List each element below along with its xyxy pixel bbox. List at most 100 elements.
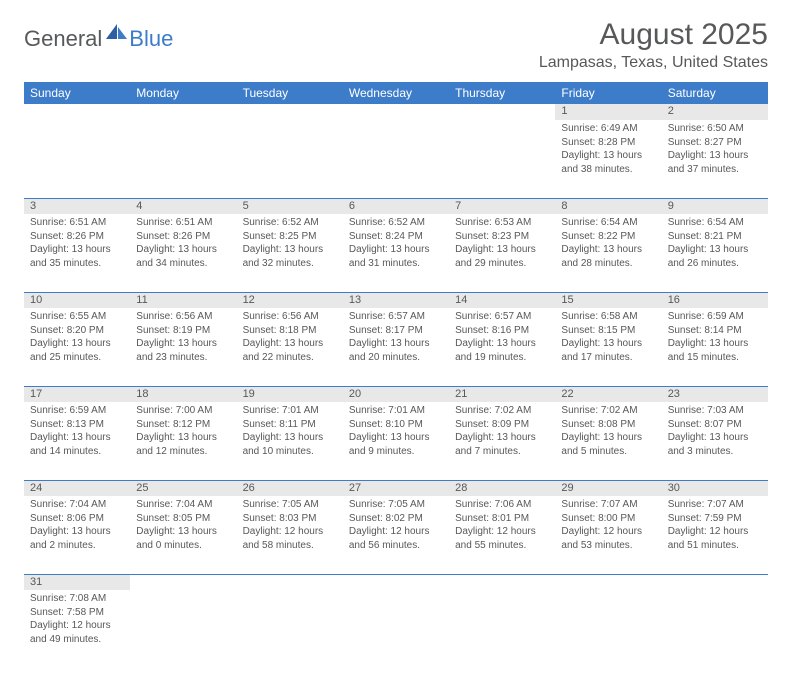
sunrise-text: Sunrise: 7:07 AM [668, 498, 762, 512]
logo-text-general: General [24, 26, 102, 52]
daylight-text: Daylight: 13 hours [561, 149, 655, 163]
day-number-cell: 24 [24, 480, 130, 496]
sunrise-text: Sunrise: 7:04 AM [136, 498, 230, 512]
sunset-text: Sunset: 8:14 PM [668, 324, 762, 338]
day-header: Friday [555, 82, 661, 104]
sunrise-text: Sunrise: 7:00 AM [136, 404, 230, 418]
day-cell [130, 120, 236, 198]
sunset-text: Sunset: 8:22 PM [561, 230, 655, 244]
daynum-row: 17181920212223 [24, 386, 768, 402]
content-row: Sunrise: 7:04 AMSunset: 8:06 PMDaylight:… [24, 496, 768, 574]
day-cell: Sunrise: 7:02 AMSunset: 8:09 PMDaylight:… [449, 402, 555, 480]
daylight-text: and 35 minutes. [30, 257, 124, 271]
sunrise-text: Sunrise: 6:55 AM [30, 310, 124, 324]
daylight-text: and 12 minutes. [136, 445, 230, 459]
daylight-text: and 37 minutes. [668, 163, 762, 177]
daylight-text: Daylight: 13 hours [136, 337, 230, 351]
sunset-text: Sunset: 8:07 PM [668, 418, 762, 432]
day-header-row: SundayMondayTuesdayWednesdayThursdayFrid… [24, 82, 768, 104]
sunset-text: Sunset: 8:24 PM [349, 230, 443, 244]
daylight-text: and 38 minutes. [561, 163, 655, 177]
day-number-cell: 12 [237, 292, 343, 308]
day-cell: Sunrise: 7:08 AMSunset: 7:58 PMDaylight:… [24, 590, 130, 668]
day-cell: Sunrise: 7:02 AMSunset: 8:08 PMDaylight:… [555, 402, 661, 480]
daylight-text: and 58 minutes. [243, 539, 337, 553]
daylight-text: and 29 minutes. [455, 257, 549, 271]
sunrise-text: Sunrise: 7:08 AM [30, 592, 124, 606]
sunset-text: Sunset: 7:59 PM [668, 512, 762, 526]
day-number-cell: 30 [662, 480, 768, 496]
sunset-text: Sunset: 8:11 PM [243, 418, 337, 432]
sunrise-text: Sunrise: 7:06 AM [455, 498, 549, 512]
sunrise-text: Sunrise: 7:03 AM [668, 404, 762, 418]
sunrise-text: Sunrise: 6:57 AM [349, 310, 443, 324]
sunrise-text: Sunrise: 6:53 AM [455, 216, 549, 230]
title-block: August 2025 Lampasas, Texas, United Stat… [539, 18, 768, 72]
day-cell: Sunrise: 7:04 AMSunset: 8:06 PMDaylight:… [24, 496, 130, 574]
daylight-text: Daylight: 13 hours [668, 149, 762, 163]
daylight-text: Daylight: 13 hours [455, 431, 549, 445]
daylight-text: Daylight: 12 hours [30, 619, 124, 633]
sunrise-text: Sunrise: 6:56 AM [243, 310, 337, 324]
daynum-row: 10111213141516 [24, 292, 768, 308]
day-number-cell: 25 [130, 480, 236, 496]
content-row: Sunrise: 6:59 AMSunset: 8:13 PMDaylight:… [24, 402, 768, 480]
content-row: Sunrise: 6:55 AMSunset: 8:20 PMDaylight:… [24, 308, 768, 386]
day-cell: Sunrise: 7:07 AMSunset: 7:59 PMDaylight:… [662, 496, 768, 574]
sunrise-text: Sunrise: 6:52 AM [349, 216, 443, 230]
sunset-text: Sunset: 8:27 PM [668, 136, 762, 150]
daylight-text: and 49 minutes. [30, 633, 124, 647]
calendar-table: SundayMondayTuesdayWednesdayThursdayFrid… [24, 82, 768, 668]
day-number-cell: 8 [555, 198, 661, 214]
daylight-text: and 17 minutes. [561, 351, 655, 365]
daylight-text: and 55 minutes. [455, 539, 549, 553]
daylight-text: Daylight: 13 hours [561, 431, 655, 445]
day-number-cell: 7 [449, 198, 555, 214]
day-header: Thursday [449, 82, 555, 104]
day-cell [343, 120, 449, 198]
day-cell: Sunrise: 7:00 AMSunset: 8:12 PMDaylight:… [130, 402, 236, 480]
daylight-text: Daylight: 13 hours [30, 337, 124, 351]
daynum-row: 12 [24, 104, 768, 120]
daylight-text: and 20 minutes. [349, 351, 443, 365]
day-number-cell: 17 [24, 386, 130, 402]
sunset-text: Sunset: 8:10 PM [349, 418, 443, 432]
sunrise-text: Sunrise: 7:04 AM [30, 498, 124, 512]
daylight-text: Daylight: 13 hours [243, 337, 337, 351]
day-header: Monday [130, 82, 236, 104]
content-row: Sunrise: 7:08 AMSunset: 7:58 PMDaylight:… [24, 590, 768, 668]
day-cell [449, 120, 555, 198]
day-header: Wednesday [343, 82, 449, 104]
day-number-cell [555, 574, 661, 590]
day-cell: Sunrise: 6:51 AMSunset: 8:26 PMDaylight:… [130, 214, 236, 292]
day-cell [555, 590, 661, 668]
content-row: Sunrise: 6:51 AMSunset: 8:26 PMDaylight:… [24, 214, 768, 292]
sunrise-text: Sunrise: 6:50 AM [668, 122, 762, 136]
sunrise-text: Sunrise: 6:54 AM [561, 216, 655, 230]
day-cell: Sunrise: 6:50 AMSunset: 8:27 PMDaylight:… [662, 120, 768, 198]
day-number-cell: 28 [449, 480, 555, 496]
sunrise-text: Sunrise: 7:05 AM [243, 498, 337, 512]
sunrise-text: Sunrise: 6:49 AM [561, 122, 655, 136]
day-number-cell: 23 [662, 386, 768, 402]
day-number-cell: 22 [555, 386, 661, 402]
day-cell: Sunrise: 6:54 AMSunset: 8:22 PMDaylight:… [555, 214, 661, 292]
sunset-text: Sunset: 8:09 PM [455, 418, 549, 432]
daylight-text: and 23 minutes. [136, 351, 230, 365]
daylight-text: and 15 minutes. [668, 351, 762, 365]
day-number-cell: 18 [130, 386, 236, 402]
day-cell: Sunrise: 7:05 AMSunset: 8:03 PMDaylight:… [237, 496, 343, 574]
day-number-cell [130, 574, 236, 590]
sunset-text: Sunset: 8:01 PM [455, 512, 549, 526]
header: General Blue August 2025 Lampasas, Texas… [24, 18, 768, 72]
day-cell: Sunrise: 6:51 AMSunset: 8:26 PMDaylight:… [24, 214, 130, 292]
daylight-text: Daylight: 12 hours [243, 525, 337, 539]
sunset-text: Sunset: 8:16 PM [455, 324, 549, 338]
day-cell: Sunrise: 7:05 AMSunset: 8:02 PMDaylight:… [343, 496, 449, 574]
daylight-text: and 26 minutes. [668, 257, 762, 271]
day-number-cell: 3 [24, 198, 130, 214]
daylight-text: Daylight: 13 hours [136, 243, 230, 257]
daylight-text: and 10 minutes. [243, 445, 337, 459]
daylight-text: and 32 minutes. [243, 257, 337, 271]
day-number-cell: 19 [237, 386, 343, 402]
